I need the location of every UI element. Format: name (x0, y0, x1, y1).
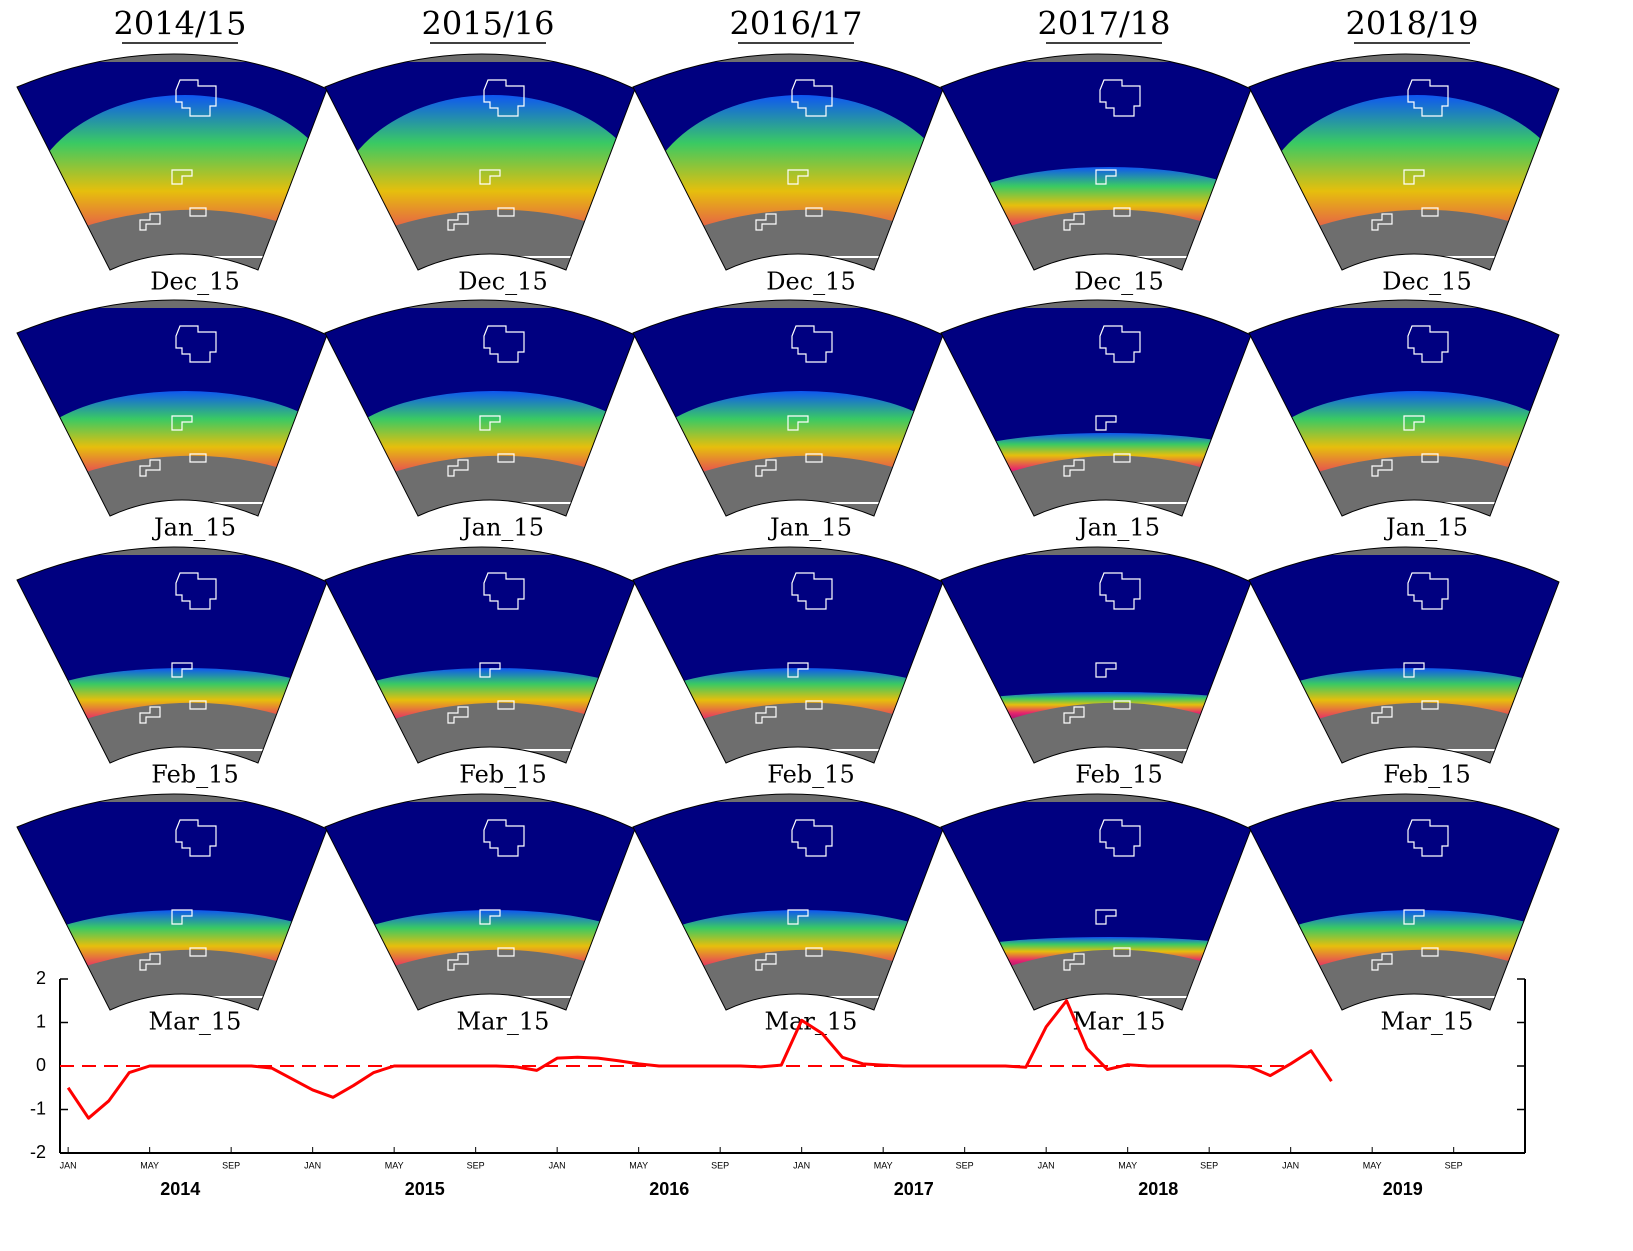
x-tick-label: MAY (140, 1160, 159, 1170)
x-tick-label: SEP (222, 1160, 240, 1170)
panel-label: Feb_15 (1075, 761, 1162, 789)
figure: 2014/15 Dec_15 Jan_15 Feb_15 Mar_15 2015/16 De… (0, 0, 1633, 1251)
map-panel (626, 780, 961, 1030)
x-tick-label: MAY (1363, 1160, 1382, 1170)
map-panel (1242, 286, 1577, 536)
x-tick-label: JAN (304, 1160, 321, 1170)
x-tick-label: MAY (874, 1160, 893, 1170)
map-panel (934, 780, 1269, 1030)
panel-label: Jan_15 (151, 514, 236, 542)
year-label: 2018 (1138, 1179, 1178, 1199)
panel-label: Jan_15 (1075, 514, 1160, 542)
y-tick-label: 0 (36, 1055, 46, 1075)
panel-label: Dec_15 (1074, 268, 1163, 296)
map-panel (10, 286, 345, 536)
year-label: 2014 (160, 1179, 200, 1199)
panel-label: Feb_15 (1383, 761, 1470, 789)
year-label: 2017 (894, 1179, 934, 1199)
panel-label: Dec_15 (150, 268, 239, 296)
y-tick-label: -2 (30, 1142, 46, 1162)
year-label: 2019 (1383, 1179, 1423, 1199)
panel-label: Jan_15 (1383, 514, 1468, 542)
panel-label: Feb_15 (151, 761, 238, 789)
map-panel (626, 533, 961, 783)
panel-label: Mar_15 (457, 1008, 550, 1036)
map-panel (318, 533, 653, 783)
map-panel (318, 780, 653, 1030)
panel-label: Jan_15 (459, 514, 544, 542)
year-label: 2016 (649, 1179, 689, 1199)
panel-label: Mar_15 (1073, 1008, 1166, 1036)
x-tick-label: SEP (467, 1160, 485, 1170)
panel-label: Mar_15 (149, 1008, 242, 1036)
x-tick-label: JAN (1038, 1160, 1055, 1170)
map-panel (318, 286, 653, 536)
panel-label: Feb_15 (767, 761, 854, 789)
panel-label: Dec_15 (458, 268, 547, 296)
map-panel (934, 40, 1269, 290)
x-tick-label: MAY (629, 1160, 648, 1170)
x-tick-label: JAN (1282, 1160, 1299, 1170)
x-tick-label: SEP (1200, 1160, 1218, 1170)
x-tick-label: JAN (549, 1160, 566, 1170)
x-tick-label: SEP (1445, 1160, 1463, 1170)
column-title: 2017/18 (1038, 5, 1171, 43)
x-tick-label: MAY (385, 1160, 404, 1170)
map-panel (626, 286, 961, 536)
x-tick-label: MAY (1118, 1160, 1137, 1170)
map-panel (1242, 533, 1577, 783)
x-tick-label: SEP (956, 1160, 974, 1170)
panel-label: Dec_15 (766, 268, 855, 296)
year-label: 2015 (405, 1179, 445, 1199)
column-title: 2015/16 (422, 5, 555, 43)
panel-label: Mar_15 (765, 1008, 858, 1036)
column-title: 2018/19 (1346, 5, 1479, 43)
map-panel (10, 533, 345, 783)
x-tick-label: JAN (793, 1160, 810, 1170)
y-tick-label: 1 (36, 1011, 46, 1031)
map-panel (1242, 780, 1577, 1030)
x-tick-label: JAN (60, 1160, 77, 1170)
x-tick-label: SEP (711, 1160, 729, 1170)
map-grid: 2014/15 Dec_15 Jan_15 Feb_15 Mar_15 2015/16 De… (10, 5, 1577, 1036)
column-title: 2016/17 (730, 5, 863, 43)
y-tick-label: -1 (30, 1098, 46, 1118)
panel-label: Mar_15 (1381, 1008, 1474, 1036)
y-tick-label: 2 (36, 968, 46, 988)
column-title: 2014/15 (114, 5, 247, 43)
panel-label: Dec_15 (1382, 268, 1471, 296)
panel-label: Jan_15 (767, 514, 852, 542)
map-panel (934, 533, 1269, 783)
panel-label: Feb_15 (459, 761, 546, 789)
map-panel (934, 286, 1269, 536)
